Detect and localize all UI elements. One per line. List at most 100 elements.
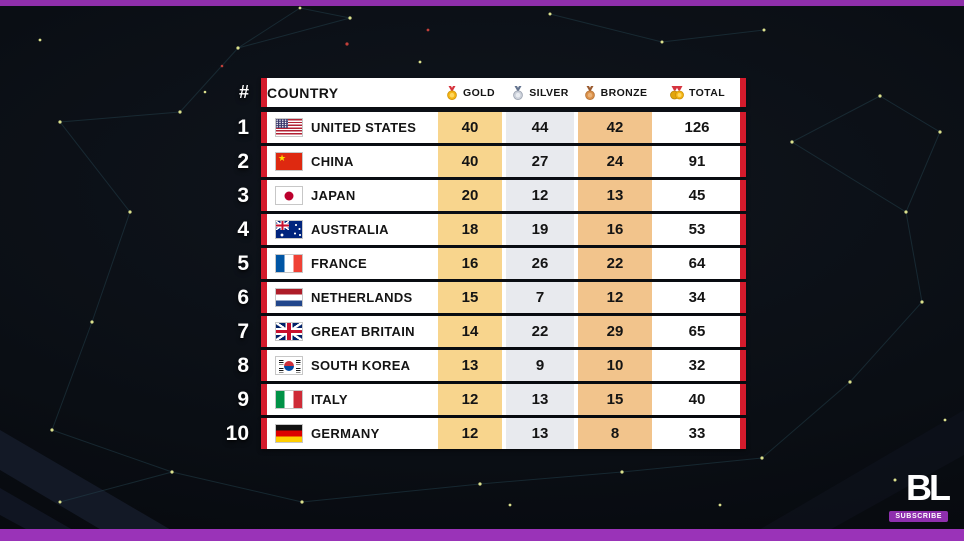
rank-cell: 10 (225, 421, 249, 445)
row-accent-right (740, 180, 746, 211)
rank-cell: 8 (237, 353, 249, 377)
frame-top-bar (0, 0, 964, 6)
rank-header: # (238, 82, 249, 102)
row-accent-left (261, 214, 267, 245)
country-header: COUNTRY (267, 78, 436, 107)
flag-cell (267, 418, 311, 449)
subscribe-badge: SUBSCRIBE (889, 511, 948, 522)
table-header: # COUNTRY GOLD SILVER (214, 78, 746, 107)
table-row: 4 AUSTRALIA 18 19 16 53 (214, 214, 746, 245)
rank-cell: 5 (237, 251, 249, 275)
bronze-count: 15 (576, 384, 654, 415)
bronze-count: 16 (576, 214, 654, 245)
row-accent-left (261, 78, 267, 107)
table-row: 7 GREAT BRITAIN 14 22 29 65 (214, 316, 746, 347)
flag-france-icon (275, 254, 303, 273)
gold-count: 15 (436, 282, 504, 313)
table-row: 1 UNITED STATES 40 44 42 126 (214, 112, 746, 143)
total-count: 126 (654, 112, 740, 143)
total-count: 53 (654, 214, 740, 245)
gold-count: 12 (436, 384, 504, 415)
flag-cell (267, 180, 311, 211)
row-accent-left (261, 418, 267, 449)
gold-count: 12 (436, 418, 504, 449)
flag-china-icon (275, 152, 303, 171)
total-count: 32 (654, 350, 740, 381)
bronze-count: 42 (576, 112, 654, 143)
row-accent-right (740, 112, 746, 143)
country-name: JAPAN (311, 180, 436, 211)
row-accent-left (261, 282, 267, 313)
silver-medal-icon (513, 85, 524, 100)
gold-count: 40 (436, 146, 504, 177)
flag-south-korea-icon (275, 356, 303, 375)
gold-medal-icon (447, 85, 457, 100)
bronze-count: 10 (576, 350, 654, 381)
total-count: 45 (654, 180, 740, 211)
medal-table: # COUNTRY GOLD SILVER (214, 78, 746, 452)
row-accent-right (740, 78, 746, 107)
medals-stack-icon (670, 85, 684, 99)
frame-bottom-bar (0, 529, 964, 541)
channel-logo: BL (906, 467, 951, 508)
gold-header: GOLD (436, 78, 504, 107)
row-accent-right (740, 418, 746, 449)
row-accent-left (261, 384, 267, 415)
flag-cell (267, 146, 311, 177)
channel-watermark: BL SUBSCRIBE (889, 467, 951, 523)
bronze-count: 24 (576, 146, 654, 177)
country-name: ITALY (311, 384, 436, 415)
bronze-count: 8 (576, 418, 654, 449)
flag-cell (267, 384, 311, 415)
flag-cell (267, 248, 311, 279)
flag-cell (267, 350, 311, 381)
total-count: 64 (654, 248, 740, 279)
table-row: 5 FRANCE 16 26 22 64 (214, 248, 746, 279)
gold-count: 20 (436, 180, 504, 211)
rank-cell: 4 (237, 217, 249, 241)
flag-cell (267, 214, 311, 245)
row-accent-right (740, 146, 746, 177)
flag-cell (267, 282, 311, 313)
flag-united-states-icon (275, 118, 303, 137)
gold-header-label: GOLD (463, 86, 495, 99)
flag-cell (267, 112, 311, 143)
row-accent-left (261, 350, 267, 381)
country-name: NETHERLANDS (311, 282, 436, 313)
row-accent-right (740, 350, 746, 381)
silver-count: 26 (504, 248, 576, 279)
gold-count: 40 (436, 112, 504, 143)
gold-count: 18 (436, 214, 504, 245)
bronze-count: 13 (576, 180, 654, 211)
rank-cell: 6 (237, 285, 249, 309)
table-row: 9 ITALY 12 13 15 40 (214, 384, 746, 415)
silver-count: 12 (504, 180, 576, 211)
country-name: UNITED STATES (311, 112, 436, 143)
total-count: 65 (654, 316, 740, 347)
total-count: 91 (654, 146, 740, 177)
rank-cell: 7 (237, 319, 249, 343)
bronze-count: 12 (576, 282, 654, 313)
silver-count: 27 (504, 146, 576, 177)
country-name: FRANCE (311, 248, 436, 279)
total-count: 34 (654, 282, 740, 313)
row-accent-right (740, 214, 746, 245)
country-name: CHINA (311, 146, 436, 177)
table-row: 2 CHINA 40 27 24 91 (214, 146, 746, 177)
gold-count: 16 (436, 248, 504, 279)
gold-count: 14 (436, 316, 504, 347)
silver-count: 7 (504, 282, 576, 313)
row-accent-left (261, 180, 267, 211)
flag-japan-icon (275, 186, 303, 205)
rank-cell: 2 (237, 149, 249, 173)
flag-italy-icon (275, 390, 303, 409)
flag-germany-icon (275, 424, 303, 443)
country-name: AUSTRALIA (311, 214, 436, 245)
silver-count: 22 (504, 316, 576, 347)
table-row: 3 JAPAN 20 12 13 45 (214, 180, 746, 211)
gold-count: 13 (436, 350, 504, 381)
silver-count: 44 (504, 112, 576, 143)
total-count: 33 (654, 418, 740, 449)
